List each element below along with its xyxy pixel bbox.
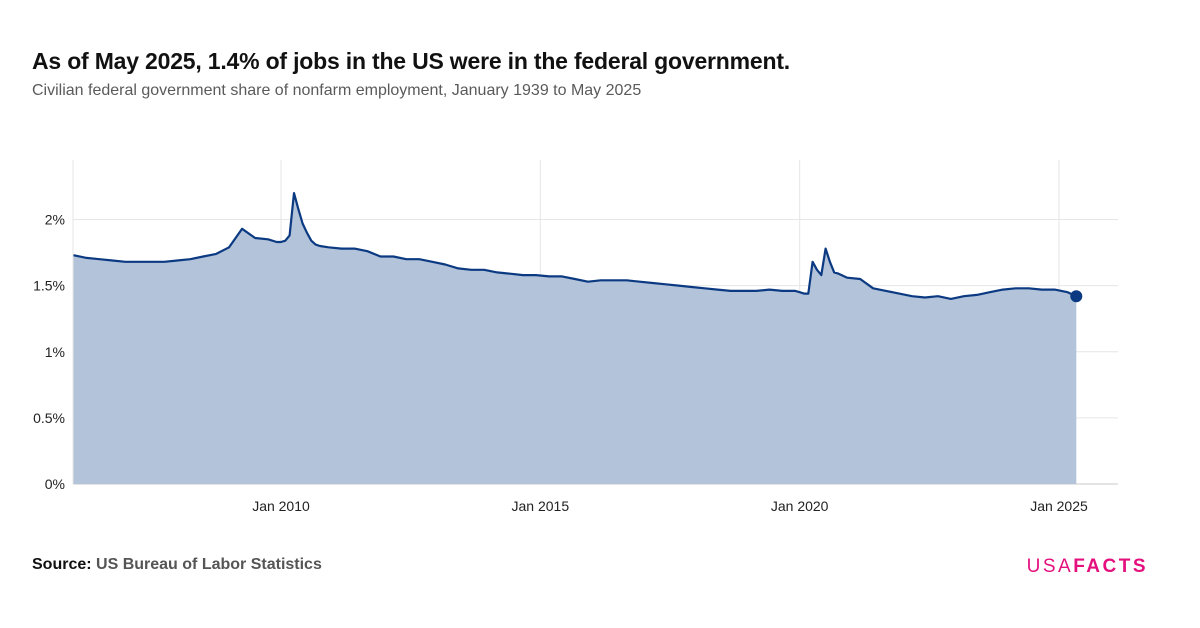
y-tick-label: 0.5% bbox=[33, 410, 65, 426]
y-tick-label: 0% bbox=[45, 476, 65, 492]
x-tick-label: Jan 2010 bbox=[252, 498, 310, 514]
chart-title: As of May 2025, 1.4% of jobs in the US w… bbox=[32, 48, 790, 74]
area-fill bbox=[73, 193, 1077, 484]
y-tick-label: 1.5% bbox=[33, 278, 65, 294]
logo-text-usa: USA bbox=[1026, 556, 1074, 577]
x-tick-label: Jan 2015 bbox=[512, 498, 570, 514]
latest-value-point[interactable] bbox=[1070, 290, 1083, 303]
y-axis-ticks: 0% 0.5% 1% 1.5% 2% bbox=[33, 212, 65, 492]
source-note: Source: US Bureau of Labor Statistics bbox=[32, 556, 322, 574]
source-value: US Bureau of Labor Statistics bbox=[96, 556, 322, 573]
x-tick-label: Jan 2020 bbox=[771, 498, 829, 514]
y-tick-label: 1% bbox=[45, 344, 65, 360]
x-tick-label: Jan 2025 bbox=[1030, 498, 1088, 514]
series-line bbox=[73, 192, 1077, 300]
logo-text-facts: FACTS bbox=[1073, 556, 1148, 577]
usafacts-logo[interactable]: USAFACTS bbox=[1027, 556, 1148, 578]
x-axis-ticks: Jan 2010 Jan 2015 Jan 2020 Jan 2025 bbox=[252, 498, 1088, 514]
y-tick-label: 2% bbox=[45, 212, 65, 228]
chart-subtitle: Civilian federal government share of non… bbox=[32, 82, 642, 99]
source-label: Source: bbox=[32, 556, 92, 573]
